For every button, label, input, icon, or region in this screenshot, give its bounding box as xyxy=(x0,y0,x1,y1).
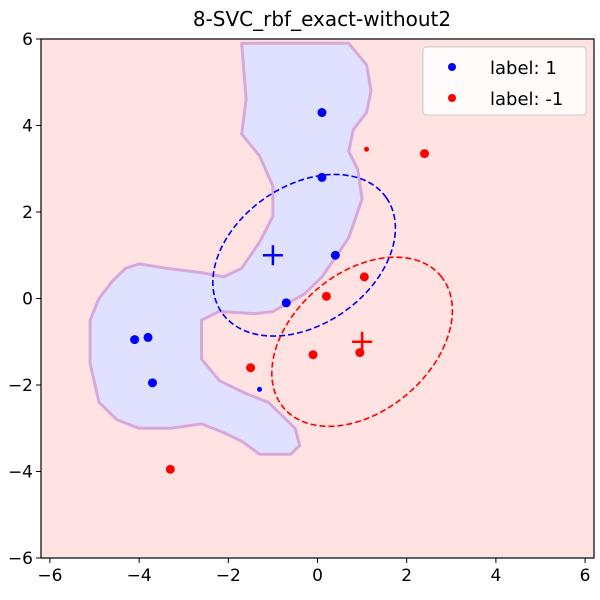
x-tick-label-4: 2 xyxy=(401,566,412,586)
data-point-s0-5 xyxy=(130,335,140,345)
data-point-s0-0 xyxy=(317,108,327,118)
data-point-s0-2 xyxy=(330,250,340,260)
data-point-s0-6 xyxy=(147,378,157,388)
x-tick-label-0: −6 xyxy=(37,566,62,586)
x-tick-label-6: 6 xyxy=(580,566,591,586)
y-tick-label-4: 2 xyxy=(22,203,33,223)
covariance-ellipse-1 xyxy=(271,256,454,428)
data-point-s0-4 xyxy=(143,332,153,342)
y-tick-label-2: −2 xyxy=(8,376,33,396)
covariance-ellipse-0 xyxy=(212,173,397,337)
x-tick-label-5: 4 xyxy=(490,566,501,586)
y-tick-label-3: 0 xyxy=(22,290,33,310)
data-point-s1-1 xyxy=(359,272,369,282)
y-tick-label-5: 4 xyxy=(22,117,33,137)
y-tick-label-6: 6 xyxy=(22,30,33,50)
y-tick-label-1: −4 xyxy=(8,463,33,483)
chart-title: 8-SVC_rbf_exact-without2 xyxy=(193,7,451,31)
data-point-s1-5 xyxy=(246,363,256,373)
decision-region xyxy=(88,41,373,456)
legend-marker-label-neg1 xyxy=(448,94,456,102)
legend-entry-label-1: label: 1 xyxy=(490,58,557,79)
legend: label: 1 label: -1 xyxy=(422,46,587,116)
legend-entry-label-neg1: label: -1 xyxy=(490,89,563,110)
x-tick-label-3: 0 xyxy=(312,566,323,586)
small-point-s1-0 xyxy=(364,146,370,152)
legend-box xyxy=(422,46,587,116)
y-tick-label-0: −6 xyxy=(8,549,33,569)
axes: −6 −4 −2 0 2 4 6 −6 −4 −2 0 2 4 6 xyxy=(8,30,595,586)
x-tick-label-1: −4 xyxy=(127,566,152,586)
legend-marker-label-1 xyxy=(448,63,456,71)
data-point-s0-1 xyxy=(317,172,327,182)
data-point-s0-3 xyxy=(281,298,291,308)
data-point-s1-3 xyxy=(308,350,318,360)
x-tick-label-2: −2 xyxy=(216,566,241,586)
plot-area xyxy=(41,39,594,558)
data-point-s1-6 xyxy=(165,464,175,474)
small-point-s0-0 xyxy=(257,386,263,392)
data-point-s1-0 xyxy=(420,149,430,159)
data-point-s1-2 xyxy=(321,291,331,301)
